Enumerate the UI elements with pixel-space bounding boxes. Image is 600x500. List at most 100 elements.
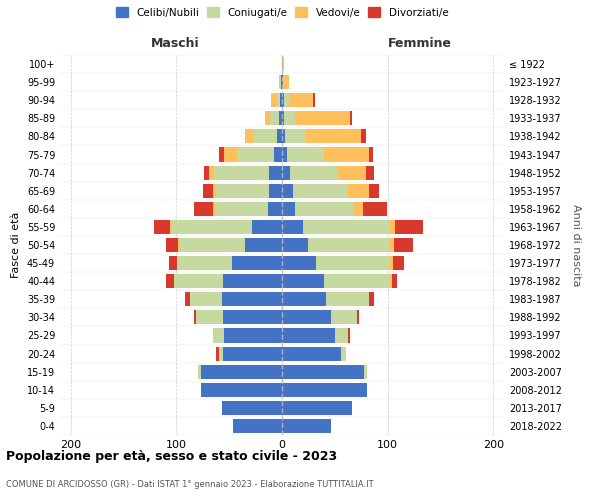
Bar (194, 202, 213, 216)
Bar (277, 93, 280, 108)
Bar (392, 274, 397, 288)
Bar (335, 328, 347, 342)
Bar (282, 130, 285, 143)
Bar (200, 382, 282, 397)
Bar (166, 274, 174, 288)
Bar (196, 310, 223, 324)
Bar (307, 130, 361, 143)
Bar (353, 202, 364, 216)
Bar (280, 93, 282, 108)
Bar (269, 166, 282, 179)
Bar (199, 364, 200, 378)
Bar (341, 346, 346, 360)
Bar (269, 184, 282, 198)
Bar (365, 166, 374, 179)
Text: Popolazione per età, sesso e stato civile - 2023: Popolazione per età, sesso e stato civil… (6, 450, 337, 463)
Bar (169, 256, 178, 270)
Bar (178, 256, 232, 270)
Bar (393, 256, 404, 270)
Bar (245, 130, 253, 143)
Bar (224, 148, 236, 162)
Bar (303, 220, 390, 234)
Bar (326, 292, 368, 306)
Bar (190, 292, 222, 306)
Bar (253, 220, 282, 234)
Bar (215, 202, 268, 216)
Bar (390, 220, 395, 234)
Bar (209, 166, 214, 179)
Bar (368, 184, 379, 198)
Bar (316, 256, 390, 270)
Bar (172, 220, 253, 234)
Bar (277, 130, 282, 143)
Bar (281, 75, 282, 89)
Bar (280, 75, 281, 89)
Bar (282, 57, 284, 71)
Bar (282, 256, 316, 270)
Bar (245, 238, 282, 252)
Bar (295, 202, 353, 216)
Bar (282, 184, 293, 198)
Text: Maschi: Maschi (151, 38, 200, 51)
Bar (223, 274, 282, 288)
Bar (178, 238, 179, 252)
Bar (233, 419, 282, 433)
Bar (218, 148, 224, 162)
Bar (271, 93, 277, 108)
Bar (287, 148, 324, 162)
Text: COMUNE DI ARCIDOSSO (GR) - Dati ISTAT 1° gennaio 2023 - Elaborazione TUTTITALIA.: COMUNE DI ARCIDOSSO (GR) - Dati ISTAT 1°… (6, 480, 374, 489)
Bar (324, 274, 390, 288)
Bar (394, 238, 413, 252)
Bar (203, 184, 213, 198)
Bar (290, 166, 338, 179)
Bar (174, 274, 223, 288)
Bar (389, 238, 394, 252)
Bar (218, 346, 223, 360)
Bar (284, 75, 289, 89)
Bar (313, 93, 315, 108)
Bar (282, 310, 331, 324)
Bar (282, 166, 290, 179)
Bar (170, 220, 172, 234)
Bar (282, 238, 308, 252)
Text: Femmine: Femmine (388, 38, 452, 51)
Bar (282, 220, 303, 234)
Bar (179, 238, 245, 252)
Bar (390, 256, 393, 270)
Bar (224, 328, 282, 342)
Bar (223, 310, 282, 324)
Bar (232, 256, 282, 270)
Bar (282, 382, 367, 397)
Bar (271, 112, 279, 126)
Bar (265, 112, 271, 126)
Bar (217, 184, 269, 198)
Bar (282, 75, 283, 89)
Y-axis label: Fasce di età: Fasce di età (11, 212, 21, 278)
Bar (279, 75, 280, 89)
Bar (217, 346, 218, 360)
Bar (368, 292, 374, 306)
Bar (282, 346, 341, 360)
Bar (285, 130, 307, 143)
Bar (347, 328, 350, 342)
Bar (166, 238, 178, 252)
Bar (222, 292, 282, 306)
Bar (357, 310, 359, 324)
Bar (154, 220, 170, 234)
Legend: Celibi/Nubili, Coniugati/e, Vedovi/e, Divorziati/e: Celibi/Nubili, Coniugati/e, Vedovi/e, Di… (113, 5, 451, 20)
Bar (282, 274, 324, 288)
Bar (361, 130, 365, 143)
Bar (279, 112, 282, 126)
Bar (338, 166, 365, 179)
Bar (331, 310, 357, 324)
Bar (308, 238, 389, 252)
Bar (350, 112, 352, 126)
Bar (282, 112, 284, 126)
Bar (213, 202, 215, 216)
Bar (364, 202, 386, 216)
Bar (223, 346, 282, 360)
Bar (284, 112, 295, 126)
Bar (282, 93, 284, 108)
Bar (204, 166, 209, 179)
Bar (213, 328, 224, 342)
